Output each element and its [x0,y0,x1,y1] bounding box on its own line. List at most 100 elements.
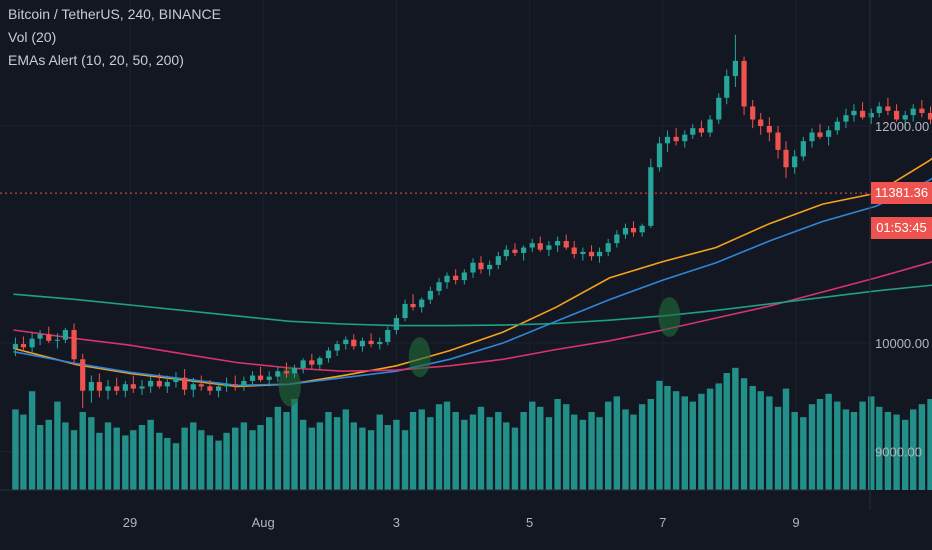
candle-body [503,249,509,257]
volume-bar [223,432,230,490]
time-tick-label: 3 [393,515,400,530]
volume-bar [96,432,103,490]
candle-body [724,76,730,98]
candle-body [487,264,493,270]
candle-body [88,382,94,391]
volume-bar [927,399,932,490]
ema-indicator-label[interactable]: EMAs Alert (10, 20, 50, 200) [8,52,184,68]
volume-bar [579,419,587,490]
volume-bar [342,409,349,490]
volume-bar [782,388,790,490]
volume-bar [325,412,332,490]
candle-body [444,275,450,283]
candle-body [834,121,840,131]
candle-body [114,386,120,391]
candle-body [419,299,425,308]
symbol-title[interactable]: Bitcoin / TetherUS, 240, BINANCE [8,6,221,22]
volume-bar [181,427,188,490]
candle-body [351,339,357,347]
volume-bar [316,422,324,490]
volume-bar [62,422,69,490]
volume-bar [681,396,688,490]
volume-bar [409,412,417,490]
volume-bar [443,401,451,490]
volume-bars [12,367,932,490]
candle-body [291,367,298,374]
candle-body [29,338,35,348]
ema-line [13,284,932,327]
candle-body [12,344,19,349]
candle-body [792,156,798,168]
candle-body [860,110,866,118]
volume-bar [495,412,502,490]
volume-bar [910,409,917,490]
volume-bar [79,412,86,490]
candle-body [20,344,27,348]
candle-body [919,108,925,113]
candle-body [139,386,145,389]
candle-body [393,318,399,330]
volume-bar [393,419,400,490]
candle-body [46,334,52,341]
volume-bar [706,388,714,490]
candle-body [775,132,781,150]
volume-bar [206,435,214,490]
time-axis[interactable]: 29Aug357912 [123,515,932,530]
volume-bar [511,427,519,490]
candle-body [223,384,230,387]
candle-body [368,340,374,345]
candle-body [173,377,179,383]
candle-body [639,225,645,233]
candle-body [427,290,433,300]
candle-body [588,251,595,257]
candle-body [241,380,247,386]
candle-body [71,329,77,360]
volume-bar [54,401,61,490]
candle-body [868,112,874,118]
candle-body [317,358,323,365]
volume-bar [893,414,900,490]
candle-body [182,377,188,390]
candle-body [207,386,213,391]
volume-bar [529,401,536,490]
volume-bar [70,430,78,490]
candle-body [614,234,620,244]
volume-bar [333,417,341,490]
volume-bar [613,396,621,490]
candle-body [800,141,806,157]
volume-bar [147,419,154,490]
volume-bar [672,391,680,490]
volume-bar [477,406,485,490]
candle-body [198,384,204,387]
price-tick-label: 10000.00 [875,336,929,351]
candle-body [215,386,222,391]
candle-body [80,359,86,391]
candle-body [37,334,43,339]
volume-bar [401,430,409,490]
volume-bar [698,393,705,490]
candle-body [851,110,857,116]
candle-body [876,106,882,113]
volume-bar [164,438,171,490]
candle-body [54,339,61,341]
price-axis[interactable]: 12000.00 10000.00 9000.00 [875,119,929,460]
candle-body [521,247,527,253]
candle-body [622,227,629,235]
volume-bar [816,399,824,490]
volume-bar [427,417,434,490]
volume-bar [36,425,44,490]
volume-indicator-label[interactable]: Vol (20) [8,29,57,45]
candle-body [266,376,272,380]
candle-body [148,380,154,387]
candle-body [122,384,128,391]
candle-body [402,303,408,319]
volume-bar [656,380,663,490]
volume-bar [122,435,129,490]
candle-body [707,119,713,133]
bullish-cross-marker [658,296,681,337]
bullish-cross-marker [408,337,431,378]
volume-bar [842,409,850,490]
volume-bar [918,404,926,490]
